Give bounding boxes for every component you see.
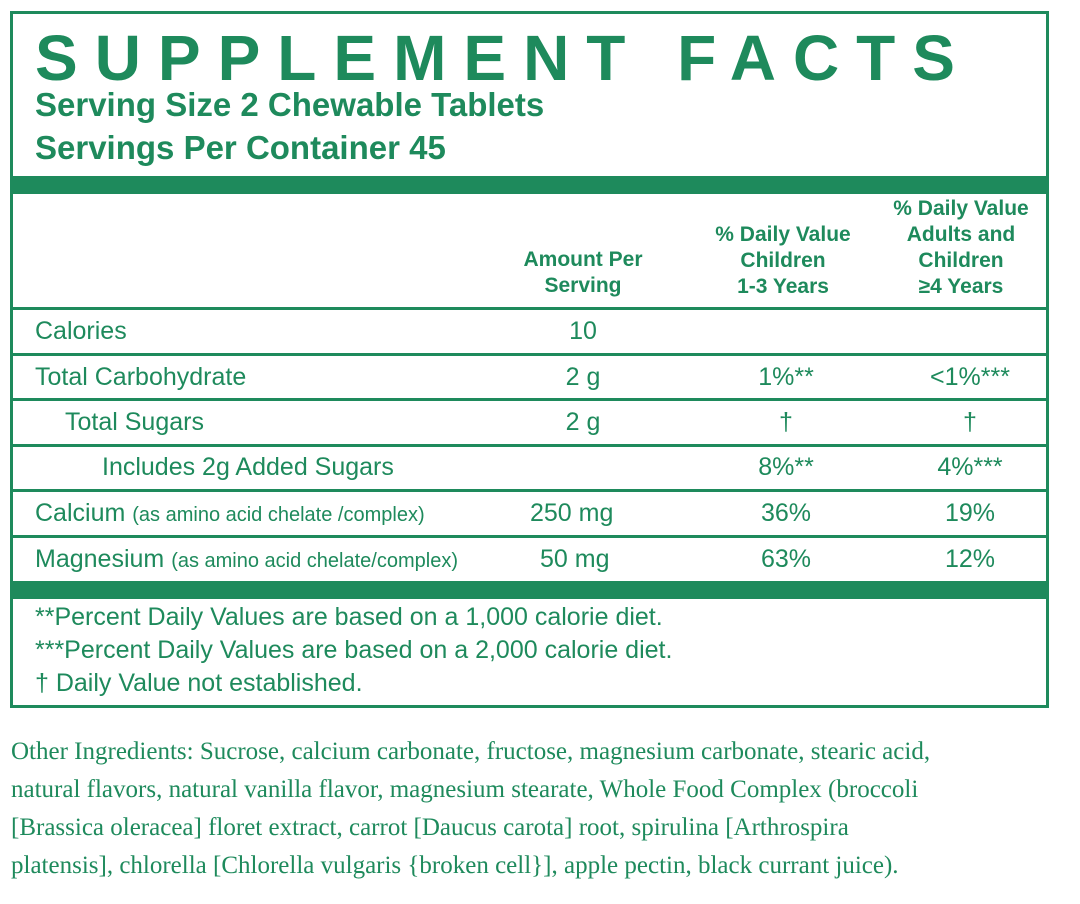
row-divider (13, 398, 1046, 401)
header-amount-line: Amount Per (523, 248, 643, 271)
header-dv-adults-line: Adults and (906, 223, 1016, 246)
nutrient-name: Includes 2g Added Sugars (102, 453, 394, 481)
nutrient-detail: (as amino acid chelate/complex) (171, 550, 458, 572)
servings-per-container: Servings Per Container 45 (35, 129, 446, 166)
header-dv-adults-line: ≥4 Years (918, 275, 1004, 298)
nutrient-amount: 2 g (565, 363, 601, 391)
nutrient-dv-adults: 19% (944, 499, 996, 527)
footnote: ***Percent Daily Values are based on a 2… (35, 636, 673, 664)
other-ingredients: Other Ingredients: Sucrose, calcium carb… (11, 733, 1077, 885)
row-divider (13, 353, 1046, 356)
header-divider-bar (13, 176, 1046, 194)
nutrient-name-magnesium: Magnesium (as amino acid chelate/complex… (35, 547, 458, 572)
nutrient-name: Total Carbohydrate (35, 363, 247, 391)
nutrient-name: Magnesium (35, 545, 165, 573)
ingredients-line: platensis], chlorella [Chlorella vulgari… (11, 852, 899, 879)
nutrient-dv-children: 36% (760, 499, 812, 527)
row-divider (13, 307, 1046, 310)
row-divider (13, 444, 1046, 447)
supplement-facts-panel: SUPPLEMENT FACTS Serving Size 2 Chewable… (10, 11, 1049, 708)
nutrient-dv-adults: 12% (944, 545, 996, 573)
nutrient-amount: 10 (569, 317, 597, 345)
header-dv-adults-line: % Daily Value (893, 197, 1029, 220)
header-amount-per-serving: Amount Per Serving (503, 247, 663, 299)
nutrient-name: Total Sugars (65, 408, 204, 436)
nutrient-dv-children: 63% (760, 545, 812, 573)
panel-title: SUPPLEMENT FACTS (35, 22, 972, 94)
header-dv-children-line: % Daily Value (715, 223, 851, 246)
nutrient-dv-adults: † (963, 408, 977, 436)
nutrient-dv-children: † (779, 408, 793, 436)
nutrient-name: Calcium (35, 499, 126, 527)
serving-size: Serving Size 2 Chewable Tablets (35, 86, 545, 123)
header-dv-children-line: 1-3 Years (737, 275, 829, 298)
nutrient-amount: 250 mg (530, 499, 614, 527)
footer-divider-bar (13, 581, 1046, 599)
ingredients-line: Other Ingredients: Sucrose, calcium carb… (11, 738, 931, 765)
nutrient-dv-children: 8%** (758, 453, 814, 481)
header-amount-line: Serving (544, 274, 622, 297)
header-dv-children-line: Children (740, 249, 826, 272)
nutrient-dv-adults: 4%*** (937, 453, 1003, 481)
header-dv-adults: % Daily Value Adults and Children ≥4 Yea… (876, 196, 1046, 300)
ingredients-line: [Brassica oleracea] floret extract, carr… (11, 814, 849, 841)
row-divider (13, 489, 1046, 492)
nutrient-name-calcium: Calcium (as amino acid chelate /complex) (35, 501, 425, 526)
nutrient-dv-children: 1%** (758, 363, 814, 391)
nutrient-dv-adults: <1%*** (930, 363, 1010, 391)
nutrient-amount: 2 g (565, 408, 601, 436)
footnote: † Daily Value not established. (35, 669, 363, 697)
nutrient-name: Calories (35, 317, 127, 345)
ingredients-line: natural flavors, natural vanilla flavor,… (11, 776, 919, 803)
nutrient-detail: (as amino acid chelate /complex) (132, 504, 425, 526)
footnote: **Percent Daily Values are based on a 1,… (35, 603, 663, 631)
row-divider (13, 535, 1046, 538)
nutrient-amount: 50 mg (540, 545, 610, 573)
header-dv-adults-line: Children (918, 249, 1004, 272)
header-dv-children: % Daily Value Children 1-3 Years (698, 222, 868, 300)
